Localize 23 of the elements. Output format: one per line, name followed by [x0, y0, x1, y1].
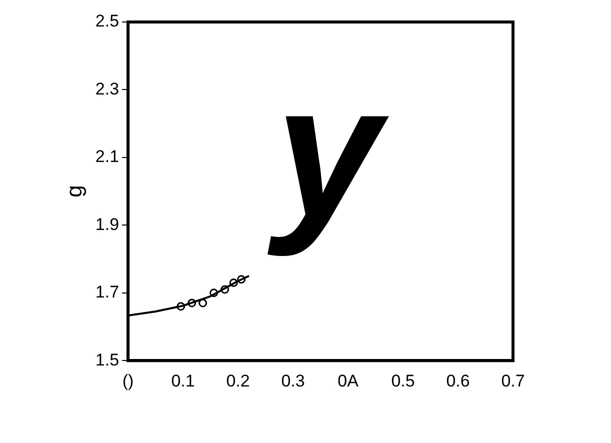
x-tick-label: 0.6: [446, 371, 470, 390]
point: [198, 298, 208, 308]
y-tick-label: 1.5: [95, 350, 120, 370]
y-tick-label: 1.9: [95, 214, 120, 234]
annotation: y: [267, 46, 390, 258]
y-tick-label: 2.1: [95, 147, 120, 166]
x-tick-label: 0.5: [391, 371, 415, 390]
y-tick-label: 1.7: [95, 282, 120, 302]
y-tick-label: 2.3: [95, 79, 120, 98]
point: [188, 298, 196, 308]
x-tick-label: 0.3: [281, 371, 305, 390]
x-tick-label: 0A: [338, 371, 360, 390]
point: [229, 278, 238, 287]
point: [237, 275, 246, 284]
x-tick-label: (): [122, 371, 134, 390]
point: [176, 302, 186, 311]
y-axis-title: g: [61, 185, 86, 198]
y-tick-label: 2.5: [95, 12, 120, 31]
x-tick-label: 0.1: [171, 371, 195, 390]
x-tick-label: 0.7: [501, 371, 525, 390]
x-tick-label: 0.2: [226, 371, 250, 390]
point: [210, 288, 218, 298]
point: [220, 285, 230, 294]
